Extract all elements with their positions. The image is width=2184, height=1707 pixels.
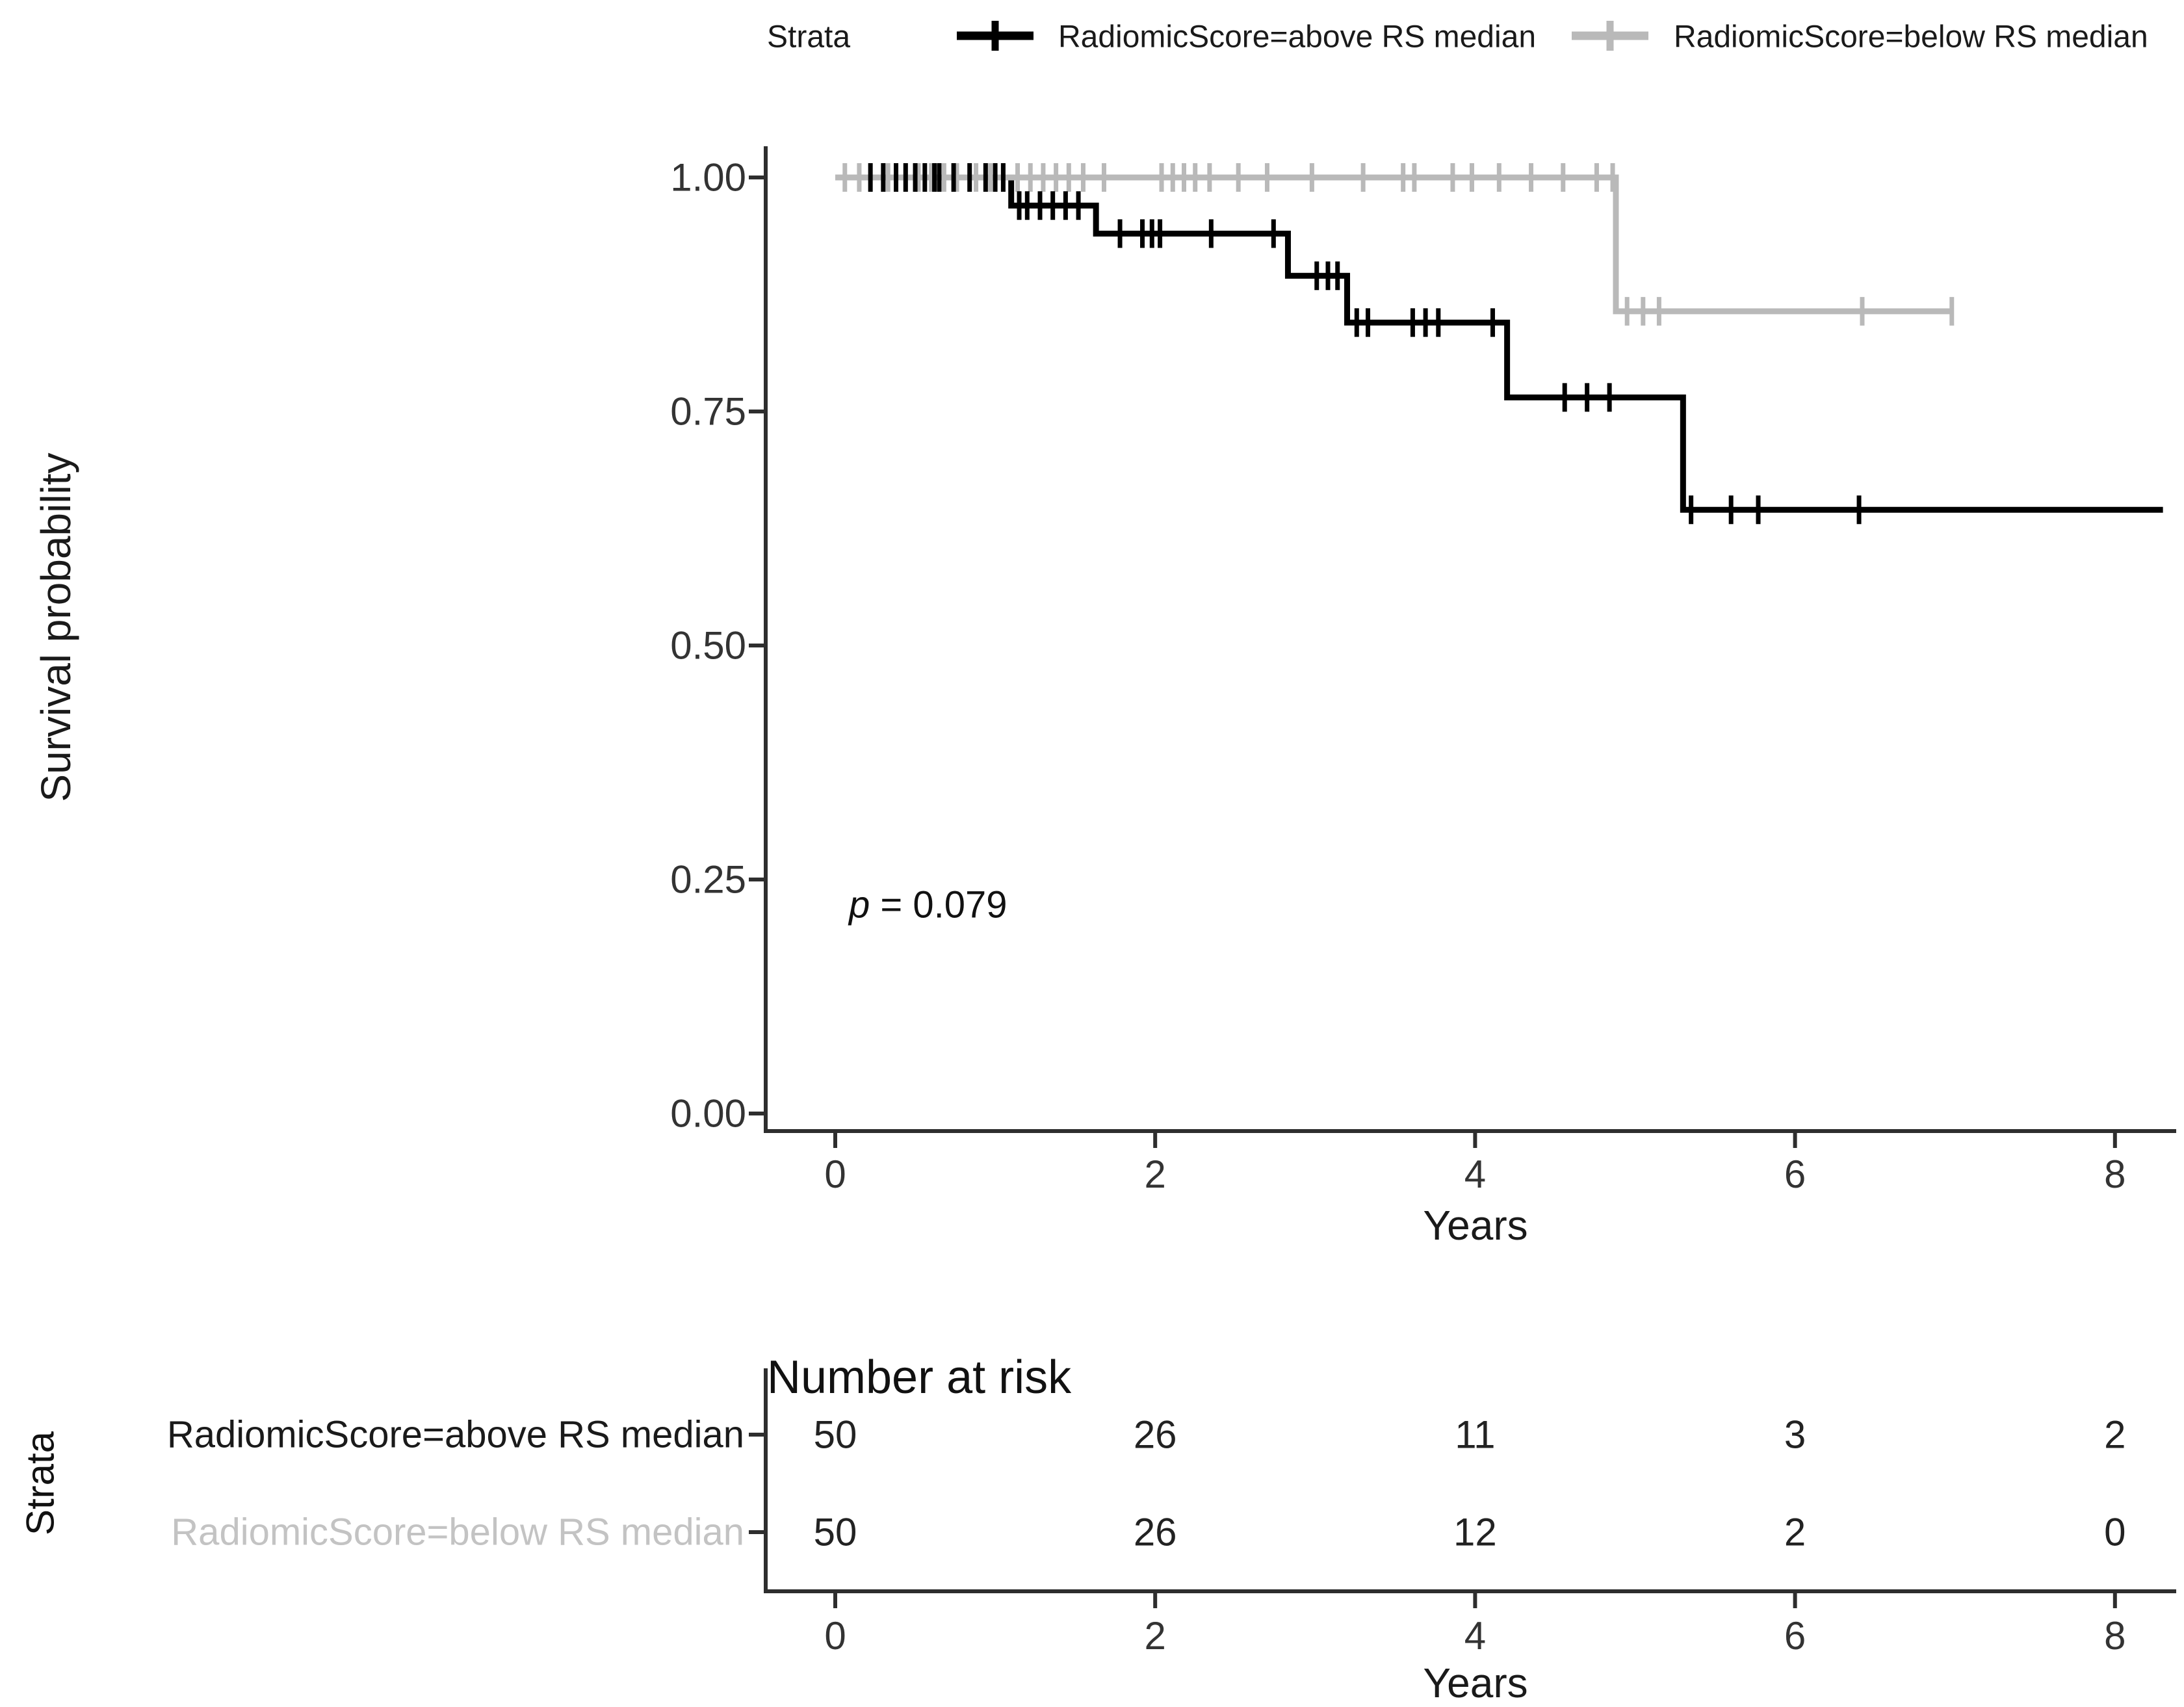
- risk-x-tick-label: 8: [2104, 1614, 2126, 1658]
- p-symbol: p: [849, 883, 870, 926]
- risk-count: 50: [813, 1413, 857, 1457]
- risk-table-title: Number at risk: [767, 1351, 1072, 1403]
- risk-count: 2: [2104, 1413, 2126, 1457]
- p-value-text: = 0.079: [870, 883, 1008, 926]
- x-tick-label: 8: [2104, 1153, 2126, 1196]
- legend-label-above: RadiomicScore=above RS median: [1058, 20, 1537, 55]
- x-tick-label: 2: [1144, 1153, 1166, 1196]
- risk-x-tick-label: 4: [1464, 1614, 1487, 1658]
- survival-curve-below: [835, 174, 1952, 315]
- legend-label-below: RadiomicScore=below RS median: [1674, 20, 2148, 55]
- x-tick-label: 4: [1464, 1153, 1487, 1196]
- y-tick-label: 0.00: [670, 1091, 746, 1136]
- risk-x-tick-label: 2: [1144, 1614, 1166, 1658]
- risk-count: 26: [1133, 1413, 1177, 1457]
- y-tick-label: 1.00: [670, 155, 746, 200]
- survival-curve-above: [835, 174, 2163, 513]
- risk-count: 26: [1133, 1510, 1177, 1554]
- risk-count: 2: [1784, 1510, 1806, 1554]
- risk-table-side-label: Strata: [18, 1431, 62, 1536]
- risk-count: 11: [1455, 1413, 1496, 1457]
- risk-count: 0: [2104, 1510, 2126, 1554]
- y-tick-label: 0.75: [670, 389, 746, 434]
- risk-x-tick-label: 6: [1784, 1614, 1806, 1658]
- risk-count: 3: [1784, 1413, 1806, 1457]
- risk-row-label-above: RadiomicScore=above RS median: [166, 1413, 744, 1456]
- y-tick-label: 0.50: [670, 623, 746, 668]
- x-tick-label: 6: [1784, 1153, 1806, 1196]
- risk-row-label-below: RadiomicScore=below RS median: [171, 1511, 744, 1554]
- risk-x-tick-label: 0: [824, 1614, 846, 1658]
- risk-x-axis-title: Years: [1423, 1660, 1528, 1706]
- risk-count: 12: [1453, 1510, 1497, 1554]
- x-tick-label: 0: [824, 1153, 846, 1196]
- x-axis-title: Years: [1423, 1202, 1528, 1249]
- legend-title: Strata: [767, 20, 851, 55]
- y-tick-label: 0.25: [670, 857, 746, 902]
- risk-count: 50: [813, 1510, 857, 1554]
- p-value-annotation: p = 0.079: [849, 883, 1008, 927]
- y-axis-title: Survival probability: [32, 452, 79, 802]
